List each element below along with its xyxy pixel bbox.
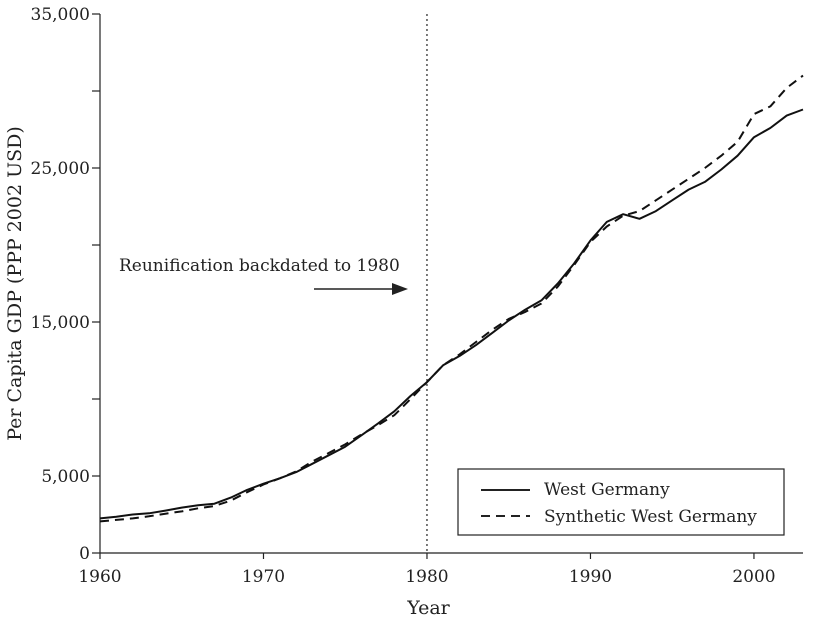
- x-tick-label: 1980: [405, 567, 448, 587]
- legend-label-west-germany: West Germany: [544, 480, 670, 500]
- y-tick-label: 25,000: [31, 159, 90, 179]
- x-tick-label: 1960: [78, 567, 121, 587]
- x-tick-label: 1970: [242, 567, 285, 587]
- y-tick-label: 0: [79, 544, 90, 564]
- x-tick-label: 2000: [732, 567, 775, 587]
- x-axis: 1960 1970 1980 1990 2000: [78, 552, 803, 587]
- legend: West Germany Synthetic West Germany: [457, 468, 785, 536]
- series-line-west-germany: [99, 108, 804, 520]
- series-layer: [99, 74, 804, 523]
- series-line-synthetic-west-germany: [99, 74, 804, 523]
- annotation: Reunification backdated to 1980: [119, 256, 408, 295]
- y-axis: 0 5,000 15,000 25,000 35,000: [31, 5, 101, 564]
- plot-area: 0 5,000 15,000 25,000 35,000 1960 1970 1980 199…: [31, 5, 804, 587]
- y-tick-label: 15,000: [31, 313, 90, 333]
- y-tick-label: 5,000: [41, 467, 90, 487]
- annotation-text: Reunification backdated to 1980: [119, 256, 400, 276]
- arrow-head-icon: [392, 283, 408, 295]
- y-tick-label: 35,000: [31, 5, 90, 25]
- x-axis-title: Year: [406, 597, 450, 619]
- x-tick-label: 1990: [569, 567, 612, 587]
- y-axis-title: Per Capita GDP (PPP 2002 USD): [4, 126, 26, 441]
- legend-box: [457, 468, 785, 536]
- legend-label-synthetic-west-germany: Synthetic West Germany: [544, 507, 757, 527]
